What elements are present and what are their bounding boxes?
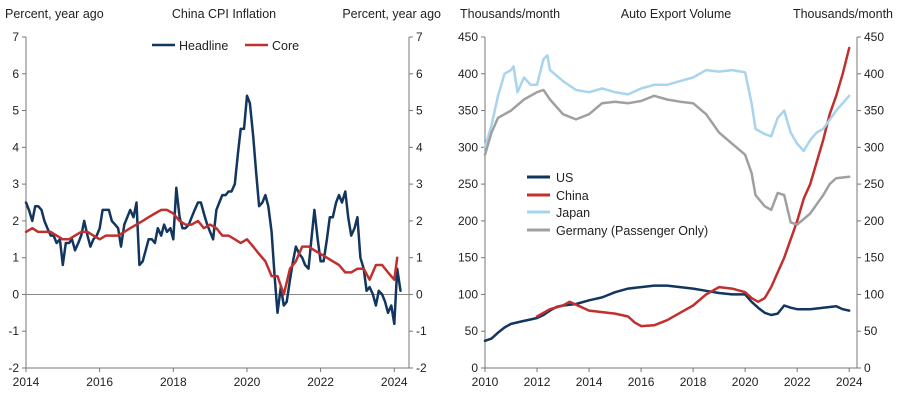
right-axes: 0 0 50 50 100 100 150 150 200 200 250 250 300 300 350 3… (458, 30, 884, 389)
right-y-tick-label-right: 250 (864, 177, 884, 191)
right-y-tick-label-right: 300 (864, 140, 884, 154)
right-x-tick-label: 2016 (628, 375, 655, 389)
right-y-tick-label: 50 (465, 324, 479, 338)
right-y-tick-label: 300 (458, 140, 478, 154)
left-x-tick-label: 2020 (234, 375, 261, 389)
series-line-germany (483, 88, 851, 226)
left-y-tick-label-right: 6 (416, 67, 423, 81)
series-line-china (535, 46, 851, 328)
right-y-tick-label-right: 400 (864, 67, 884, 81)
left-x-tick-label: 2024 (381, 375, 408, 389)
right-y-tick-label-right: 450 (864, 30, 884, 44)
left-x-tick-label: 2018 (160, 375, 187, 389)
right-y-tick-label: 0 (471, 361, 478, 375)
left-y-tick-label: 7 (12, 30, 19, 44)
right-chart-title: Auto Export Volume (621, 7, 732, 21)
right-x-tick-label: 2018 (680, 375, 707, 389)
right-y-axis-label-right: Thousands/month (793, 7, 893, 21)
left-y-tick-label-right: 0 (416, 287, 423, 301)
left-y-tick-label: 3 (12, 177, 19, 191)
right-x-tick-label: 2024 (836, 375, 863, 389)
right-series (483, 46, 851, 343)
left-y-axis-label-right: Percent, year ago (342, 7, 441, 21)
legend-label-core: Core (272, 39, 299, 53)
series-line-us (483, 284, 851, 343)
left-y-tick-label-right: 1 (416, 251, 423, 265)
right-y-tick-label: 400 (458, 67, 478, 81)
left-y-tick-label: 6 (12, 67, 19, 81)
right-x-tick-label: 2020 (732, 375, 759, 389)
left-y-tick-label: -2 (8, 361, 19, 375)
left-y-tick-label: 0 (12, 287, 19, 301)
left-y-tick-label: 1 (12, 251, 19, 265)
right-x-tick-label: 2010 (472, 375, 499, 389)
legend-label-germany: Germany (Passenger Only) (556, 224, 708, 238)
left-y-tick-label: 4 (12, 140, 19, 154)
series-line-core (24, 208, 399, 296)
left-y-axis-label: Percent, year ago (5, 7, 104, 21)
right-y-tick-label-right: 200 (864, 214, 884, 228)
right-y-tick-label: 200 (458, 214, 478, 228)
right-y-axis-label: Thousands/month (460, 7, 560, 21)
series-line-japan (483, 54, 851, 153)
left-y-tick-label: 2 (12, 214, 19, 228)
left-y-tick-label-right: 4 (416, 140, 423, 154)
left-y-tick-label: 5 (12, 104, 19, 118)
left-y-tick-label-right: 5 (416, 104, 423, 118)
series-line-headline (24, 94, 402, 326)
right-y-tick-label-right: 350 (864, 104, 884, 118)
right-y-tick-label-right: 100 (864, 287, 884, 301)
left-chart-title: China CPI Inflation (172, 7, 276, 21)
right-y-tick-label: 100 (458, 287, 478, 301)
legend-label-china: China (556, 189, 589, 203)
left-y-tick-label-right: 2 (416, 214, 423, 228)
left-y-tick-label-right: -1 (416, 324, 427, 338)
left-y-tick-label-right: 7 (416, 30, 423, 44)
right-y-tick-label: 450 (458, 30, 478, 44)
right-x-tick-label: 2012 (524, 375, 551, 389)
right-y-tick-label: 150 (458, 251, 478, 265)
right-y-tick-label: 250 (458, 177, 478, 191)
legend-label-japan: Japan (556, 206, 590, 220)
left-x-tick-label: 2016 (86, 375, 113, 389)
left-axes: -2 -2 -1 -1 0 0 1 1 2 2 3 3 4 4 5 5 6 6 7 7 2014 2016 2018 2020… (8, 30, 427, 389)
left-y-tick-label-right: 3 (416, 177, 423, 191)
right-y-tick-label-right: 150 (864, 251, 884, 265)
left-y-tick-label: -1 (8, 324, 19, 338)
right-y-tick-label-right: 50 (864, 324, 878, 338)
right-x-tick-label: 2014 (576, 375, 603, 389)
left-x-tick-label: 2022 (307, 375, 334, 389)
legend-label-us: US (556, 171, 573, 185)
right-x-tick-label: 2022 (784, 375, 811, 389)
right-y-tick-label-right: 0 (864, 361, 871, 375)
left-x-tick-label: 2014 (13, 375, 40, 389)
left-y-tick-label-right: -2 (416, 361, 427, 375)
right-y-tick-label: 350 (458, 104, 478, 118)
left-series (24, 94, 402, 326)
legend-label-headline: Headline (179, 39, 228, 53)
